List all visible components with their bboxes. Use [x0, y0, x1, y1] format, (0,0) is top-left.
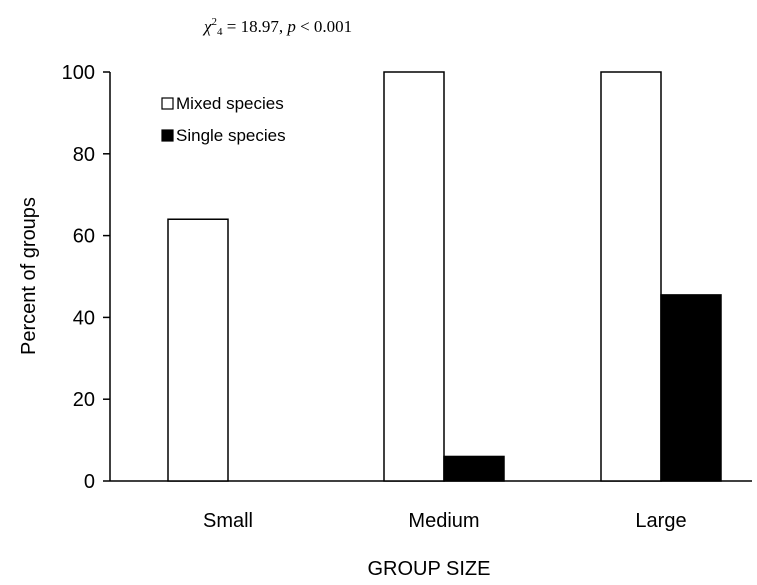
chart-title-p: p — [286, 17, 296, 36]
y-tick-label: 60 — [73, 226, 95, 248]
legend-swatch-single — [161, 129, 174, 142]
y-tick-label: 20 — [73, 389, 95, 411]
y-axis-label: Percent of groups — [18, 197, 40, 355]
chart-title-chi: χ — [202, 17, 212, 36]
y-ticks: 0 20 40 60 80 100 — [62, 62, 110, 493]
y-tick-label: 0 — [84, 471, 95, 493]
x-tick-label-medium: Medium — [408, 510, 479, 532]
bars — [167, 71, 722, 482]
legend-label-mixed: Mixed species — [176, 94, 284, 113]
legend-swatch-mixed — [161, 97, 174, 110]
chart-title-subscript: 4 — [217, 26, 223, 38]
x-ticks: Small Medium Large — [203, 510, 687, 532]
y-tick-label: 80 — [73, 144, 95, 166]
chart-title-stat: = 18.97, — [222, 17, 287, 36]
legend: Mixed species Single species — [161, 94, 286, 145]
bar-single-large — [660, 294, 722, 482]
chart-title-superscript: 2 — [211, 16, 217, 28]
chart-title: χ24 = 18.97, p < 0.001 — [202, 16, 352, 38]
x-tick-label-small: Small — [203, 510, 253, 532]
legend-label-single: Single species — [176, 126, 286, 145]
bar-mixed-medium — [383, 71, 445, 482]
x-axis-label: GROUP SIZE — [368, 558, 491, 580]
y-tick-label: 100 — [62, 62, 95, 84]
bar-mixed-large — [600, 71, 662, 482]
bar-mixed-small — [167, 218, 229, 482]
x-tick-label-large: Large — [635, 510, 686, 532]
bar-single-medium — [443, 455, 505, 482]
y-tick-label: 40 — [73, 307, 95, 329]
chart-title-rest: < 0.001 — [296, 17, 352, 36]
